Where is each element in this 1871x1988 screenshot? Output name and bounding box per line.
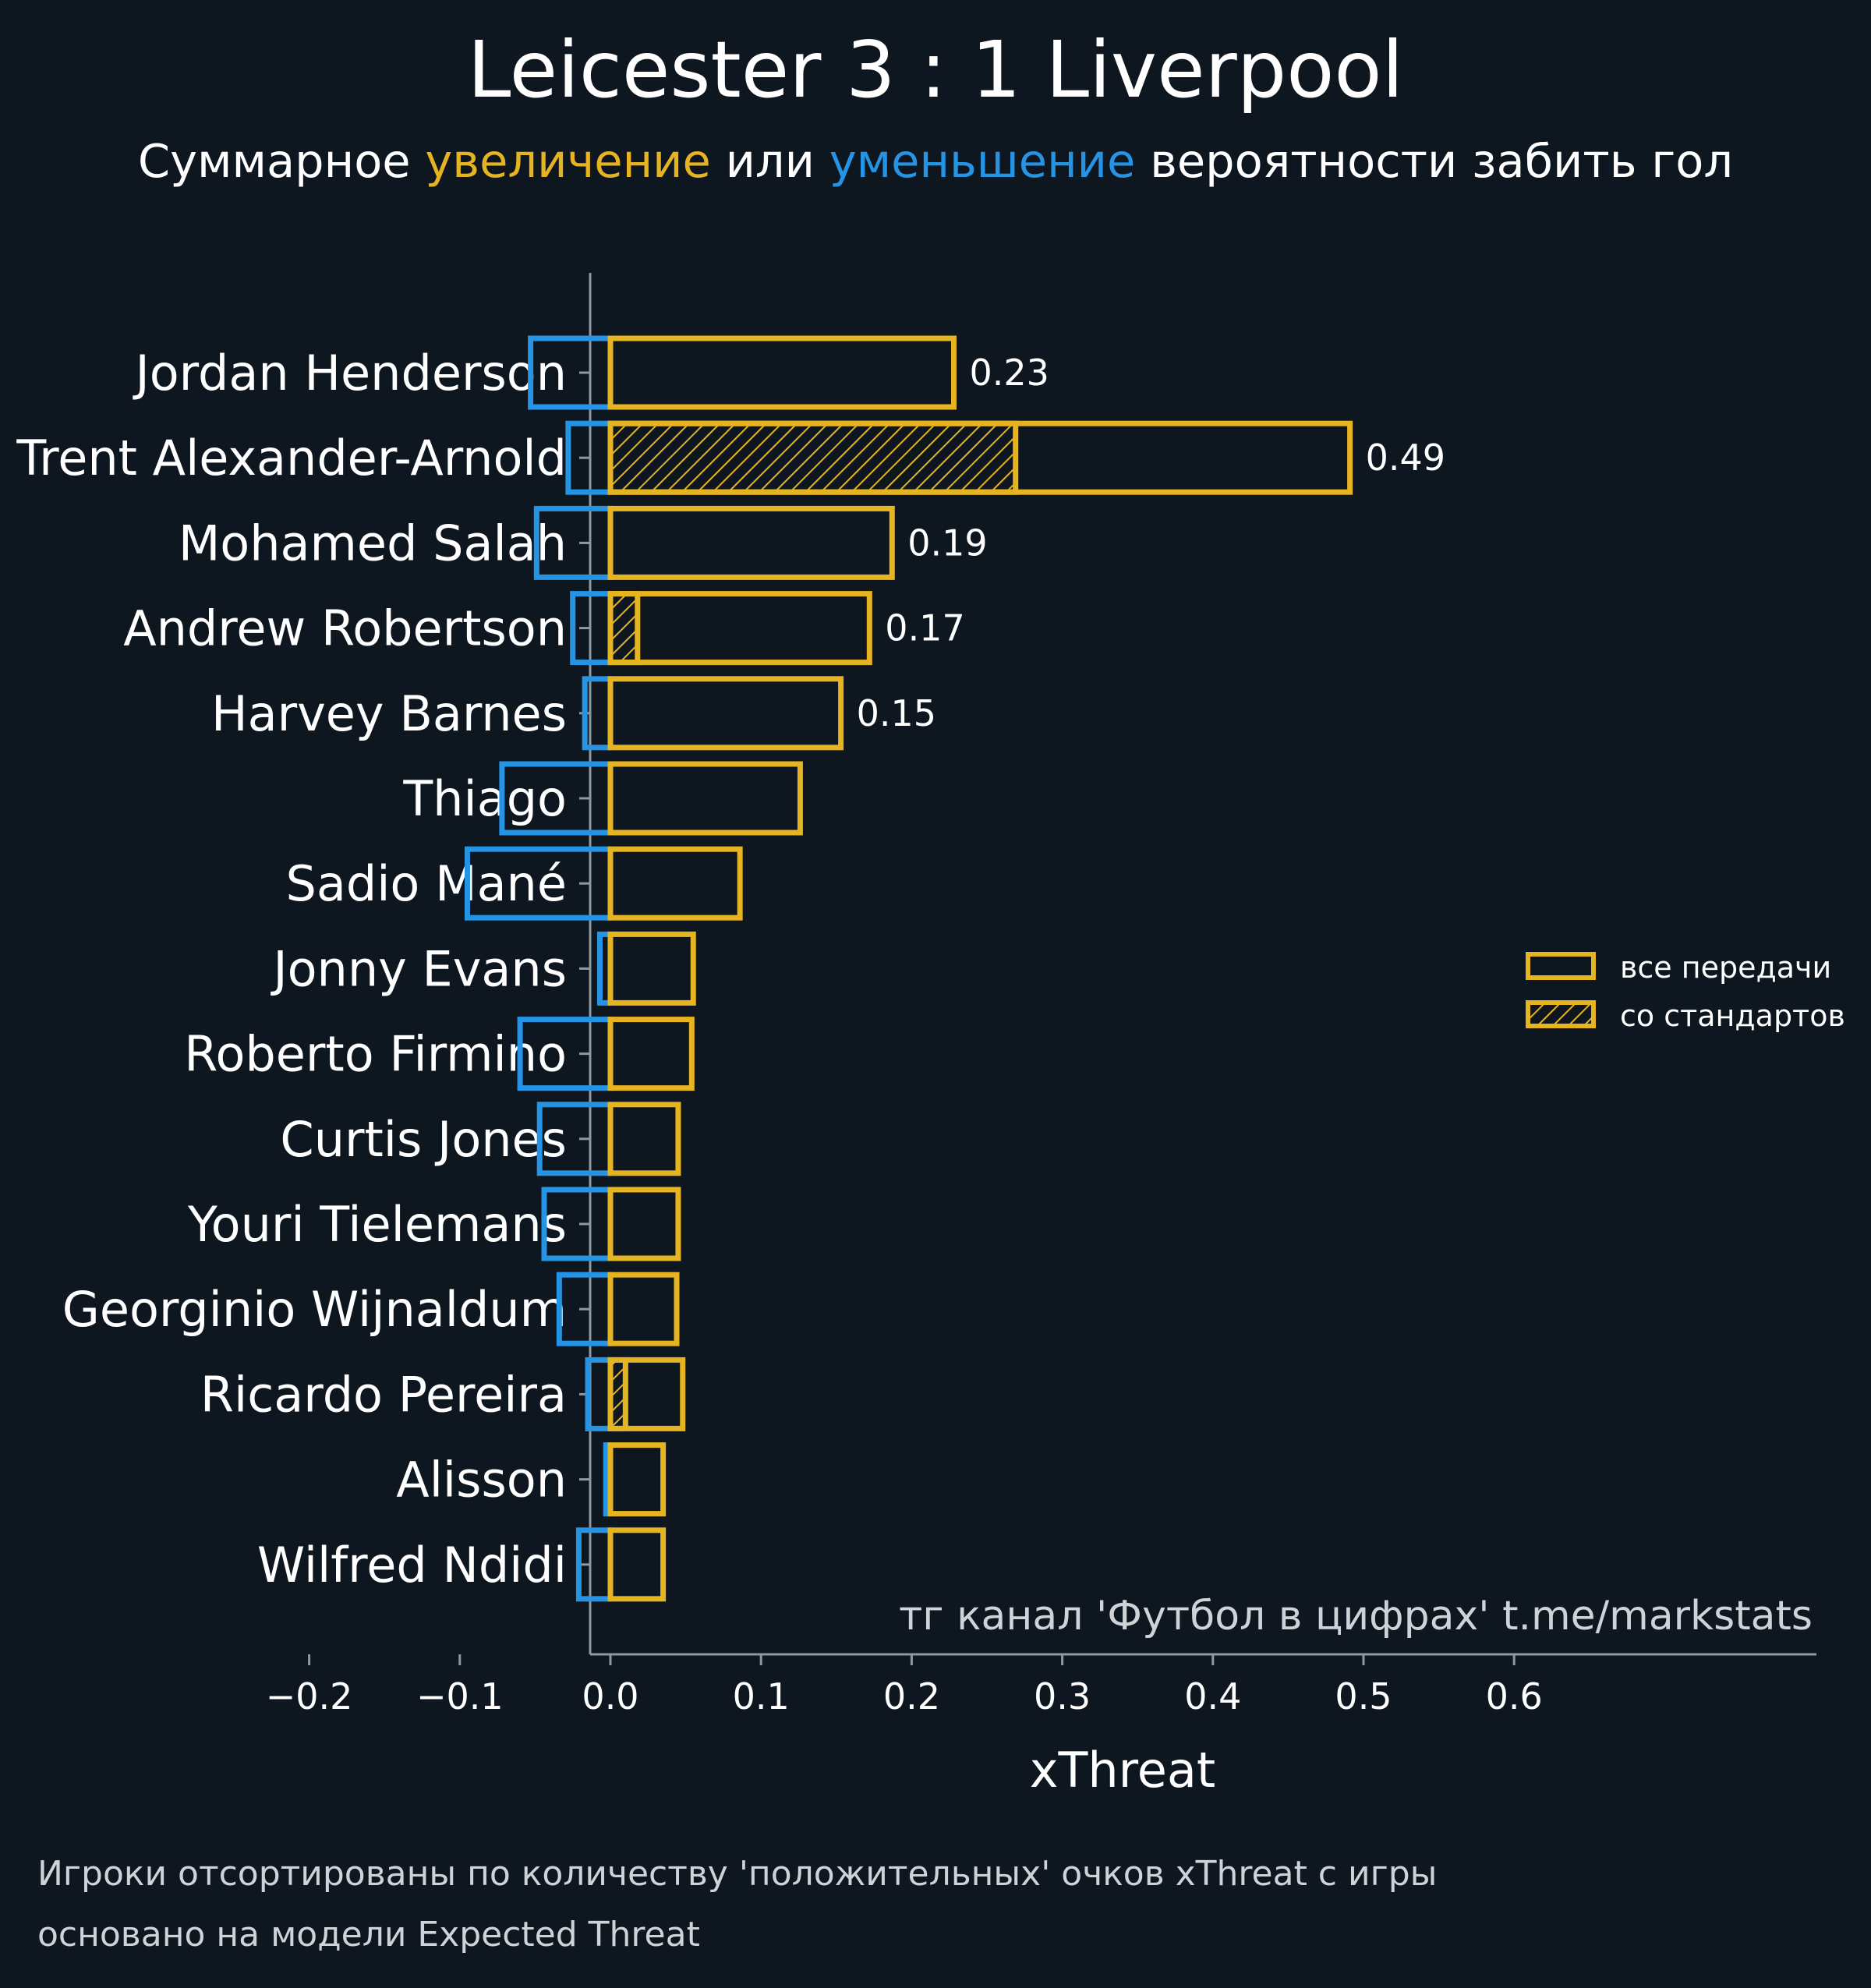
watermark: тг канал 'Футбол в цифрах' t.me/markstat… (899, 1593, 1813, 1640)
x-tick-label: −0.1 (416, 1675, 504, 1717)
legend-swatch (1526, 1000, 1596, 1028)
y-tick-label: Alisson (396, 1452, 567, 1509)
y-tick-label: Georginio Wijnaldum (62, 1281, 567, 1338)
value-label: 0.23 (969, 352, 1049, 394)
y-tick-label: Trent Alexander-Arnold (16, 430, 567, 486)
positive-bar (607, 1272, 680, 1346)
y-tick-label: Roberto Firmino (184, 1026, 567, 1083)
positive-bar (607, 931, 696, 1006)
positive-bar (607, 1527, 667, 1602)
positive-bar (607, 1017, 695, 1091)
chart-subtitle: Суммарное увеличение или уменьшение веро… (0, 126, 1871, 196)
y-tick-label: Harvey Barnes (211, 685, 567, 742)
subtitle-negative: уменьшение (829, 134, 1136, 188)
x-tick-label: 0.4 (1184, 1675, 1241, 1717)
y-tick-label: Ricardo Pereira (200, 1366, 567, 1423)
plot-area: Jordan Henderson 0.23 Trent Alexander-Arno… (16, 273, 1845, 1799)
y-tick-label: Thiago (402, 770, 567, 827)
positive-bar (607, 1442, 667, 1517)
y-tick-label: Curtis Jones (280, 1111, 567, 1168)
legend-label: все передачи (1620, 950, 1831, 985)
y-tick-label: Jonny Evans (270, 940, 567, 997)
y-tick-label: Youri Tielemans (187, 1196, 567, 1253)
subtitle-suffix: вероятности забить гол (1150, 134, 1734, 188)
subtitle-prefix: Суммарное (137, 134, 411, 188)
set-piece-bar (607, 420, 1019, 495)
positive-bar (607, 1102, 681, 1176)
positive-bar (607, 761, 803, 836)
x-tick-label: 0.1 (733, 1675, 790, 1717)
footnote-model: основано на модели Expected Threat (37, 1915, 700, 1954)
x-tick-label: 0.2 (883, 1675, 940, 1717)
positive-bar (607, 676, 844, 751)
value-label: 0.15 (857, 692, 936, 734)
y-tick-label: Andrew Robertson (123, 600, 567, 657)
positive-bar (607, 420, 1353, 495)
y-tick-label: Sadio Mané (286, 855, 568, 912)
subtitle-positive: увеличение (425, 134, 711, 188)
value-label: 0.49 (1366, 437, 1445, 479)
positive-bar (607, 591, 872, 666)
value-label: 0.19 (907, 522, 987, 564)
positive-bar (607, 1357, 686, 1431)
y-tick-label: Jordan Henderson (132, 345, 567, 401)
x-tick-label: 0.6 (1486, 1675, 1543, 1717)
legend-swatch (1526, 952, 1596, 980)
subtitle-middle: или (725, 134, 815, 188)
x-tick-label: −0.2 (266, 1675, 353, 1717)
value-label: 0.17 (885, 607, 964, 649)
positive-bar (607, 1187, 681, 1261)
negative-bar (570, 591, 614, 666)
y-tick-label: Mohamed Salah (179, 515, 567, 571)
x-axis-label: xThreat (1030, 1742, 1215, 1799)
footnote-sorting: Игроки отсортированы по количеству 'поло… (37, 1854, 1438, 1894)
positive-bar (607, 335, 957, 410)
positive-bar (607, 505, 895, 580)
set-piece-bar (607, 591, 641, 666)
y-tick-label: Wilfred Ndidi (257, 1537, 567, 1594)
x-tick-label: 0.0 (582, 1675, 638, 1717)
x-tick-label: 0.5 (1335, 1675, 1392, 1717)
legend-label: со стандартов (1620, 999, 1845, 1033)
chart-title: Leicester 3 : 1 Liverpool (467, 24, 1404, 115)
positive-bar (607, 846, 743, 921)
x-tick-label: 0.3 (1034, 1675, 1091, 1717)
